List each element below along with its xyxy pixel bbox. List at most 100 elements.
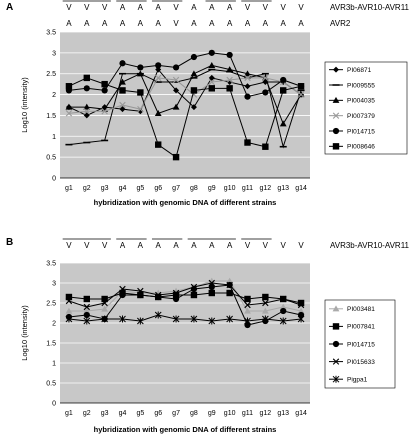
y-tick-label: 0 — [52, 401, 56, 408]
legend-marker — [332, 340, 340, 348]
data-point — [155, 62, 162, 69]
x-tick-label: g13 — [277, 185, 289, 192]
data-point-stroke-b — [65, 110, 73, 117]
data-point — [172, 153, 180, 161]
data-point — [280, 76, 287, 84]
data-point — [208, 277, 216, 284]
data-point — [83, 295, 90, 303]
data-point — [173, 87, 180, 94]
strain-mark: A — [138, 19, 144, 28]
legend-label: PI007379 — [347, 113, 375, 120]
data-point — [226, 281, 233, 289]
data-point — [262, 315, 269, 323]
data-point — [297, 301, 305, 309]
x-tick-label: g12 — [260, 185, 272, 192]
data-point — [244, 70, 251, 77]
data-point — [83, 74, 90, 82]
data-point — [83, 311, 90, 319]
data-point — [208, 74, 215, 81]
data-point — [137, 291, 144, 299]
strain-mark: A — [191, 3, 197, 12]
strain-mark: A — [120, 241, 126, 250]
data-point — [119, 60, 126, 67]
data-point — [190, 87, 198, 94]
x-tick-label: g3 — [101, 185, 109, 192]
data-point — [101, 80, 108, 88]
legend-label: Pigpa1 — [347, 377, 368, 384]
strain-mark: A — [209, 241, 215, 250]
data-point-stroke-b — [172, 76, 180, 84]
data-point — [297, 315, 305, 323]
x-tick-label: g8 — [190, 410, 198, 417]
data-point-stroke-b — [190, 283, 198, 291]
x-tick-label: g14 — [295, 185, 307, 192]
y-tick-label: 1 — [52, 361, 56, 368]
data-point-stroke-b — [172, 289, 180, 297]
x-tick-label: g4 — [119, 185, 127, 192]
data-point-stroke-b — [137, 105, 144, 113]
data-point — [137, 89, 144, 96]
data-point — [262, 89, 269, 96]
strain-mark: A — [66, 19, 72, 28]
data-point — [65, 103, 73, 110]
strain-mark: A — [227, 3, 233, 12]
data-point — [208, 289, 215, 297]
x-tick-label: g3 — [101, 410, 109, 417]
strain-mark: A — [191, 241, 197, 250]
panel-b-chart: 0 0.5 1 1.5 2 2.5 3 3.5 g1 g2 g3 g4 g5 g6 g7 g8 g9 g10 g11… — [20, 238, 410, 434]
strain-mark: V — [84, 3, 90, 12]
data-point — [83, 317, 91, 325]
x-tick-label: g8 — [190, 185, 198, 192]
series-4 — [65, 311, 305, 325]
data-point — [244, 83, 251, 90]
series-3 — [65, 279, 305, 311]
data-point-stroke-b — [208, 279, 215, 287]
strain-mark: V — [263, 3, 269, 12]
strain-mark: A — [191, 19, 197, 28]
x-tick-label: g10 — [224, 185, 236, 192]
data-point — [101, 305, 109, 312]
strain-mark: V — [298, 3, 304, 12]
data-point-stroke-b — [65, 297, 73, 305]
legend: PI06871 PI009555 PI004035 PI007379 PI014715 P… — [324, 61, 408, 155]
legend-label: PI004035 — [347, 98, 375, 105]
data-point — [297, 83, 305, 90]
data-point — [280, 307, 287, 315]
data-point — [226, 315, 233, 323]
data-point — [83, 303, 90, 311]
x-tick-label: g2 — [83, 185, 91, 192]
legend-marker-stroke-b — [332, 358, 340, 365]
data-point — [244, 317, 251, 325]
y-tick-label: 2 — [52, 321, 56, 328]
x-tick-label: g1 — [65, 185, 73, 192]
y-tick-label: 2.5 — [46, 301, 56, 308]
data-point-stroke-b — [155, 291, 162, 299]
panel-a-chart: 0 0.5 1 1.5 2 2.5 3 3.5 g1 g2 g3 g4 g5 g6 g7 g8 g9 g10 g11… — [20, 0, 410, 207]
data-point — [101, 315, 108, 323]
data-point — [83, 85, 90, 92]
strain-mark: A — [102, 19, 108, 28]
y-tick-label: 2.5 — [46, 71, 56, 78]
data-point — [190, 315, 198, 323]
legend-label: PI008646 — [347, 144, 375, 151]
strain-mark: A — [120, 3, 126, 12]
strain-mark: A — [156, 19, 162, 28]
x-tick-label: g7 — [172, 185, 180, 192]
x-tick-label: g5 — [136, 185, 144, 192]
series-line — [68, 280, 302, 312]
strain-mark: A — [227, 19, 233, 28]
legend-marker — [332, 323, 340, 330]
data-point — [83, 307, 91, 314]
data-point — [190, 283, 198, 291]
legend: PI003481 PI007841 PI014715 PI015633 Pigpa1 — [324, 299, 396, 389]
legend-marker — [332, 127, 340, 135]
data-point — [172, 315, 180, 323]
data-point — [101, 295, 108, 303]
data-point — [172, 291, 180, 299]
data-point — [155, 291, 162, 299]
strain-mark: V — [66, 3, 72, 12]
data-point-stroke-b — [297, 301, 305, 309]
data-point — [262, 143, 269, 150]
data-point — [244, 301, 251, 309]
